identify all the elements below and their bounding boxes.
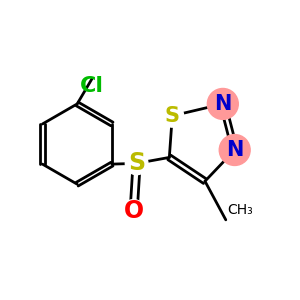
Circle shape — [207, 88, 238, 119]
Text: CH₃: CH₃ — [227, 203, 253, 217]
Text: Cl: Cl — [80, 76, 104, 96]
Circle shape — [122, 200, 145, 222]
Text: N: N — [226, 140, 243, 160]
Circle shape — [125, 152, 148, 175]
Text: S: S — [128, 152, 145, 176]
Circle shape — [219, 134, 250, 166]
Text: S: S — [165, 106, 180, 126]
Text: O: O — [124, 199, 144, 223]
Circle shape — [161, 104, 184, 127]
Text: N: N — [214, 94, 232, 114]
